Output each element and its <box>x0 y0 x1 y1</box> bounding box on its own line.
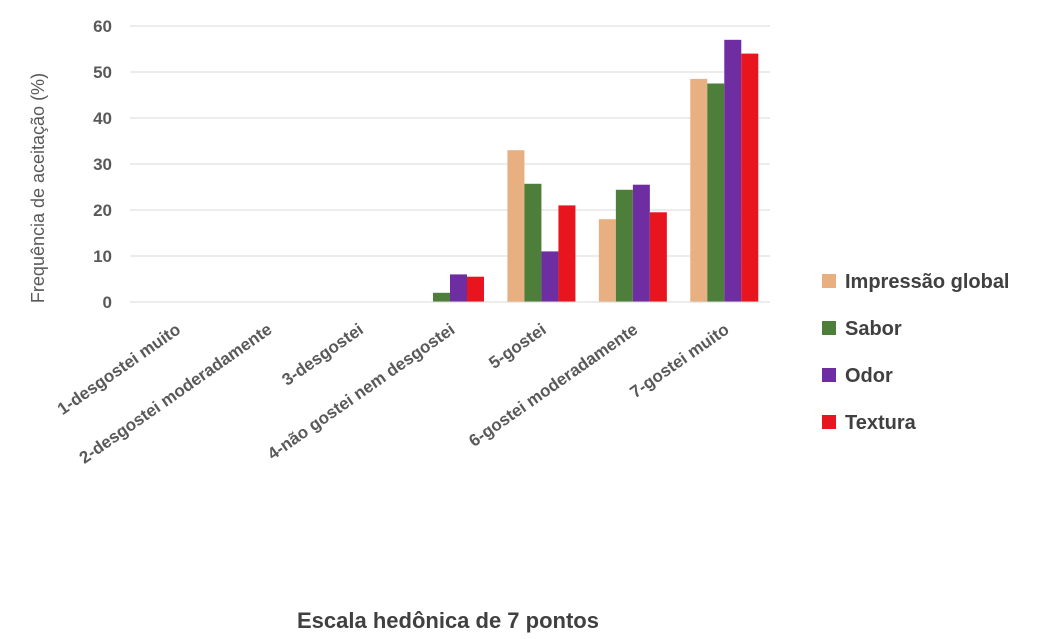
y-tick-label: 50 <box>93 63 112 82</box>
x-tick-label: 3-desgostei <box>279 320 367 390</box>
bar-textura <box>558 205 576 302</box>
bar-sabor <box>707 83 725 302</box>
legend-swatch <box>822 321 836 335</box>
y-axis-ticks: 0 10 20 30 40 50 60 <box>93 17 112 312</box>
legend-label: Impressão global <box>845 271 1010 293</box>
bar-odor <box>632 184 650 302</box>
legend-label: Textura <box>845 412 917 434</box>
legend-swatch <box>822 274 836 288</box>
y-axis-label: Frequência de aceitação (%) <box>28 73 48 303</box>
bar-sabor <box>615 189 633 302</box>
legend-label: Sabor <box>845 318 902 340</box>
bar-textura <box>467 276 484 302</box>
legend: Impressão global Sabor Odor Textura <box>822 271 1010 434</box>
y-tick-label: 60 <box>93 17 112 36</box>
x-tick-label: 2-desgostei moderadamente <box>76 320 276 468</box>
bar-impressao-global <box>507 150 525 302</box>
y-tick-label: 0 <box>103 293 112 312</box>
y-tick-label: 10 <box>93 247 112 266</box>
x-axis-label: Escala hedônica de 7 pontos <box>297 608 599 633</box>
bar-impressao-global <box>598 219 616 302</box>
bar-odor <box>724 39 742 303</box>
gridlines <box>130 25 770 257</box>
x-tick-label: 4-não gostei nem desgostei <box>264 320 458 464</box>
x-tick-label: 5-gostei <box>485 320 549 373</box>
bars <box>433 39 759 303</box>
y-tick-label: 30 <box>93 155 112 174</box>
bar-odor <box>450 274 467 302</box>
x-tick-label: 7-gostei muito <box>627 320 733 402</box>
legend-swatch <box>822 415 836 429</box>
bar-sabor <box>433 292 450 302</box>
legend-swatch <box>822 368 836 382</box>
bar-odor <box>541 251 559 302</box>
x-tick-label: 6-gostei moderadamente <box>465 320 641 451</box>
legend-label: Odor <box>845 365 893 387</box>
bar-textura <box>649 212 667 302</box>
bar-sabor <box>524 183 542 302</box>
bar-impressao-global <box>690 78 708 303</box>
y-tick-label: 20 <box>93 201 112 220</box>
bar-textura <box>741 53 759 302</box>
y-tick-label: 40 <box>93 109 112 128</box>
